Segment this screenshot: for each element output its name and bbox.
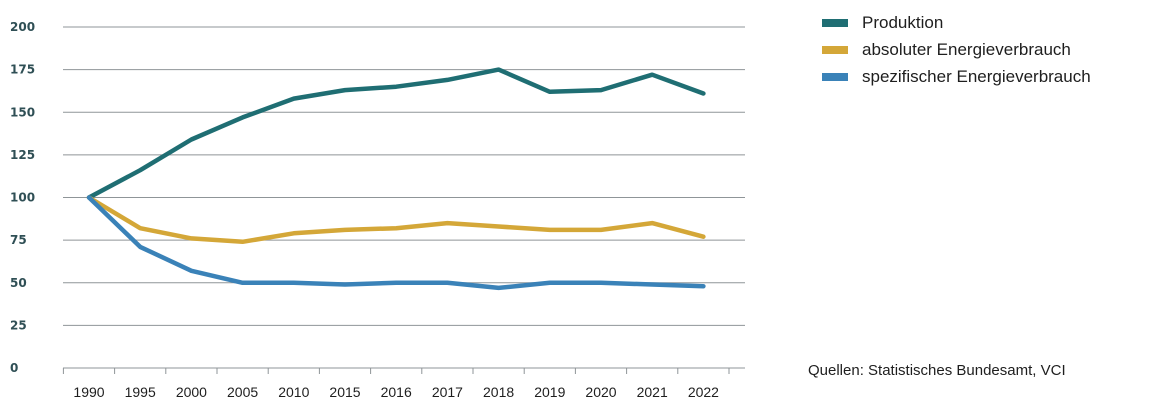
- grid-lines: [63, 26, 745, 326]
- y-axis-tick-labels: 0 25 50 75 100 125 150 175 200: [10, 20, 35, 375]
- x-tick-label-2020: 2020: [585, 384, 616, 400]
- source-note: Quellen: Statistisches Bundesamt, VCI: [808, 362, 1066, 379]
- series-line-spezifischer-energieverbrauch: [86, 195, 706, 291]
- legend-swatch-produktion: [822, 18, 848, 27]
- y-tick-label-50: 50: [10, 276, 27, 290]
- x-tick-label-2010: 2010: [278, 384, 309, 400]
- y-tick-label-200: 200: [10, 20, 35, 34]
- y-tick-label-125: 125: [10, 148, 35, 162]
- x-tick-label-2005: 2005: [227, 384, 258, 400]
- series-line-produktion: [86, 67, 706, 200]
- legend-swatch-spezifischer-energieverbrauch: [822, 72, 848, 81]
- x-tick-label-2015: 2015: [329, 384, 360, 400]
- x-tick-label-2018: 2018: [483, 384, 514, 400]
- legend-label-produktion: Produktion: [862, 12, 944, 32]
- x-axis-tick-labels: 1990 1995 2000 2005 2010 2015 2016 2017 2018 2019…: [73, 384, 719, 400]
- y-tick-label-0: 0: [10, 361, 18, 375]
- y-tick-label-100: 100: [10, 191, 35, 205]
- x-tick-label-2016: 2016: [381, 384, 412, 400]
- legend-label-spezifischer-energieverbrauch: spezifischer Energieverbrauch: [862, 66, 1091, 86]
- legend-label-absoluter-energieverbrauch: absoluter Energieverbrauch: [862, 39, 1071, 59]
- series-line-absoluter-energieverbrauch: [86, 195, 706, 245]
- x-tick-label-1990: 1990: [73, 384, 104, 400]
- series-lines: [86, 67, 706, 291]
- y-tick-label-150: 150: [10, 105, 35, 119]
- y-tick-label-75: 75: [10, 233, 27, 247]
- x-axis: [62, 367, 745, 374]
- x-tick-label-2019: 2019: [534, 384, 565, 400]
- x-tick-label-2021: 2021: [637, 384, 668, 400]
- y-tick-label-175: 175: [10, 63, 35, 77]
- legend: Produktion absoluter Energieverbrauch sp…: [822, 9, 1091, 90]
- legend-item-spezifischer-energieverbrauch: spezifischer Energieverbrauch: [822, 63, 1091, 90]
- legend-item-absoluter-energieverbrauch: absoluter Energieverbrauch: [822, 36, 1091, 63]
- x-tick-label-2017: 2017: [432, 384, 463, 400]
- x-tick-label-1995: 1995: [125, 384, 156, 400]
- legend-swatch-absoluter-energieverbrauch: [822, 45, 848, 54]
- y-tick-label-25: 25: [10, 318, 27, 332]
- legend-item-produktion: Produktion: [822, 9, 1091, 36]
- x-tick-label-2000: 2000: [176, 384, 207, 400]
- x-tick-label-2022: 2022: [688, 384, 719, 400]
